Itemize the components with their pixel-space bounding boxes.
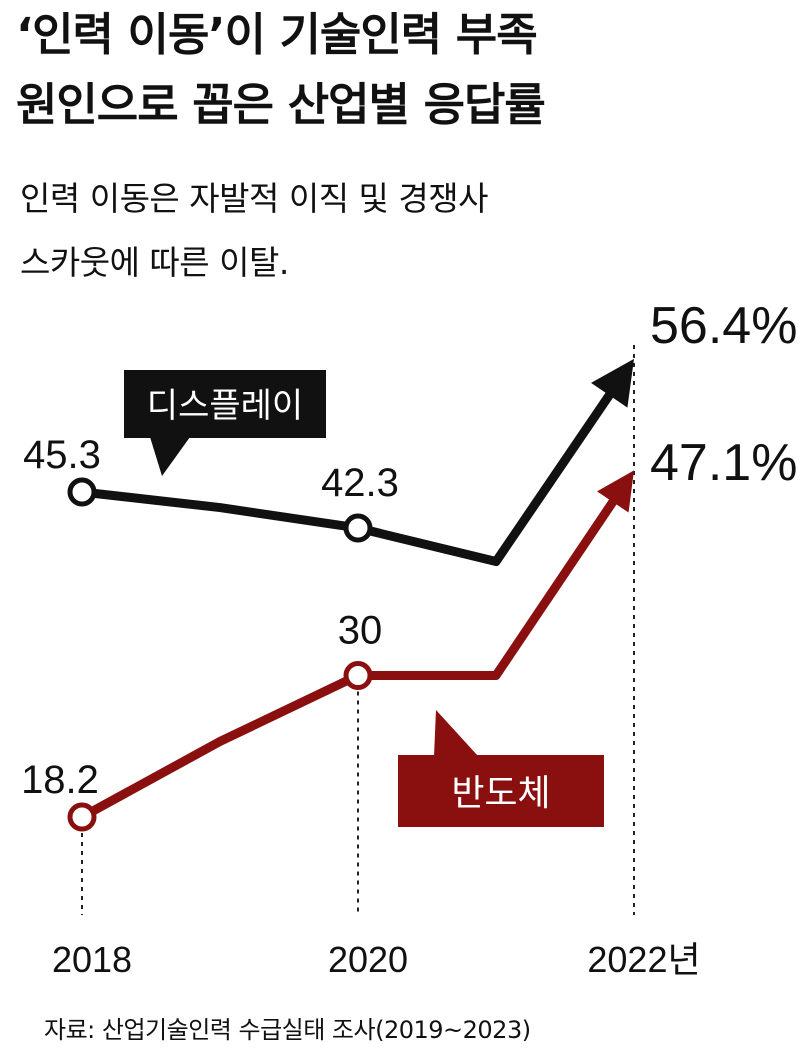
data-point-marker [67, 802, 97, 832]
series-arrowhead-1 [597, 470, 634, 513]
data-point-marker [343, 513, 373, 543]
data-label: 42.3 [321, 461, 399, 505]
data-label: 18.2 [21, 758, 99, 802]
legend-label-display: 디스플레이 [147, 386, 303, 426]
data-label: 30 [338, 608, 383, 652]
data-label: 45.3 [23, 433, 101, 477]
chart-title-line2: 원인으로 꼽은 산업별 응답률 [16, 78, 546, 131]
chart-title-line1: ‘인력 이동’이 기술인력 부족 [16, 8, 538, 61]
chart-subtitle-line1: 인력 이동은 자발적 이직 및 경쟁사 [20, 179, 489, 218]
data-point-marker [343, 660, 373, 690]
data-label: 56.4% [650, 297, 797, 355]
series-arrowhead-0 [591, 358, 634, 408]
x-tick-label: 2022년 [587, 939, 700, 980]
x-tick-label: 2018 [52, 939, 132, 980]
legend-label-semiconductor: 반도체 [451, 773, 550, 814]
source-note: 자료: 산업기술인력 수급실태 조사(2019~2023) [44, 1016, 531, 1044]
data-label: 47.1% [650, 434, 797, 492]
legend-callout-semiconductor [398, 755, 604, 827]
legend-callout-pointer-semiconductor [434, 710, 478, 756]
legend-callout-display [124, 370, 326, 438]
chart-subtitle-line2: 스카웃에 따른 이탈. [20, 243, 289, 282]
data-point-marker [67, 477, 97, 507]
x-tick-label: 2020 [328, 939, 408, 980]
legend-callout-pointer-display [150, 437, 190, 476]
